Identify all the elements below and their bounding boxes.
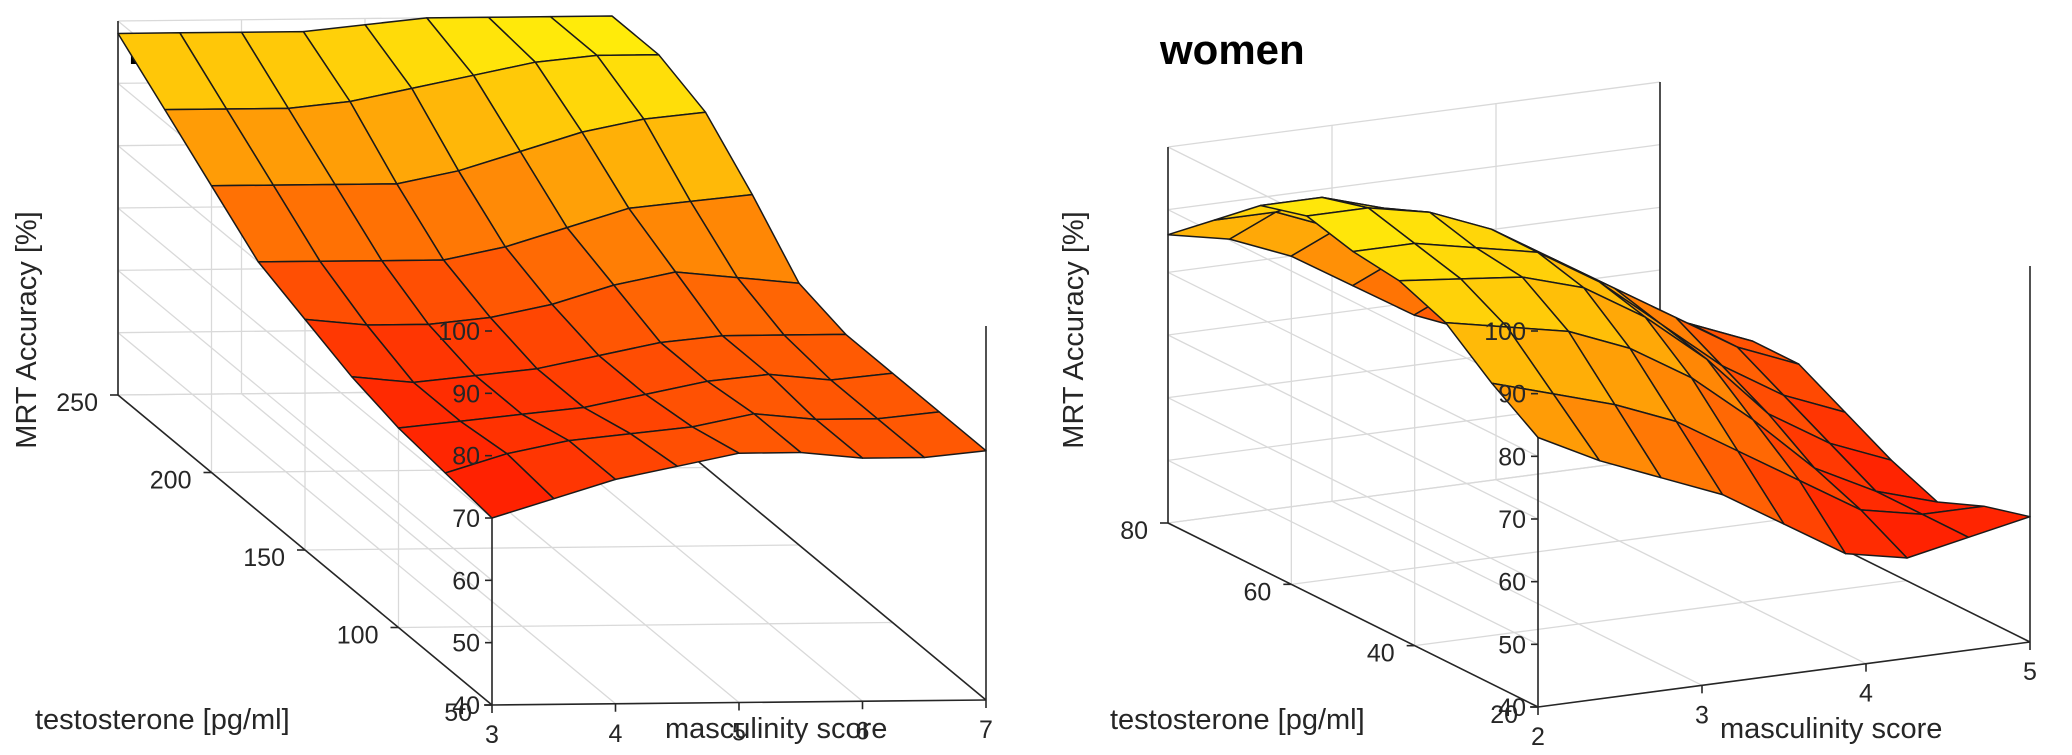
women-surface-cell-0-0	[1491, 382, 1601, 462]
men-z-tick-100: 100	[438, 318, 480, 346]
men-z-tick-40: 40	[452, 692, 480, 720]
men-y-tick-50: 50	[444, 699, 472, 727]
women-z-tick-80: 80	[1498, 443, 1526, 471]
men-z-tick-80: 80	[452, 443, 480, 471]
women-axis-edge	[1537, 641, 2031, 708]
men-x-tick-6: 6	[856, 717, 870, 745]
men-y-tick-100: 100	[337, 622, 379, 650]
women-title: women	[1159, 26, 1305, 73]
women-y-tick-20: 20	[1490, 701, 1518, 729]
women-x-tick-2: 2	[1531, 723, 1545, 750]
women-grid-z-back	[1167, 81, 1661, 148]
men-z-tick-60: 60	[452, 567, 480, 595]
women-surface	[1167, 196, 2031, 559]
men-z-tick-70: 70	[452, 505, 480, 533]
men-surface	[117, 15, 987, 519]
women-grid-y-floor	[1414, 580, 1907, 647]
women-axis-edge	[1167, 522, 1539, 708]
men-z-tick-50: 50	[452, 630, 480, 658]
women-grid-z-back	[1167, 144, 1661, 211]
men-panel: men testosterone [pg/ml] masculinity sco…	[11, 15, 993, 749]
men-x-tick-3: 3	[485, 721, 499, 749]
women-x-tick-4: 4	[1859, 680, 1873, 708]
men-x-tick-7: 7	[979, 716, 993, 744]
men-masculinity-axis-label: masculinity score	[665, 713, 887, 745]
men-y-tick-150: 150	[243, 544, 285, 572]
men-testosterone-axis-label: testosterone [pg/ml]	[35, 704, 290, 736]
women-accuracy-axis-label: MRT Accuracy [%]	[1058, 211, 1090, 448]
women-grid-z-left	[1167, 271, 1539, 457]
men-z-tick-90: 90	[452, 380, 480, 408]
men-x-tick-4: 4	[609, 720, 623, 748]
women-grid-z-left	[1167, 459, 1539, 645]
women-x-tick-3: 3	[1695, 701, 1709, 729]
women-z-tick-90: 90	[1498, 381, 1526, 409]
women-z-tick-50: 50	[1498, 631, 1526, 659]
men-surface-cell-0-0	[444, 452, 555, 519]
women-grid-x-floor	[1331, 500, 1703, 686]
women-panel: women testosterone [pg/ml] masculinity s…	[1058, 26, 2037, 751]
women-y-tick-80: 80	[1120, 517, 1148, 545]
men-x-tick-5: 5	[732, 719, 746, 747]
women-z-tick-40: 40	[1498, 694, 1526, 722]
women-masculinity-axis-label: masculinity score	[1720, 713, 1942, 745]
women-y-tick-40: 40	[1367, 640, 1395, 668]
women-grid-z-left	[1167, 397, 1539, 583]
women-x-tick-5: 5	[2023, 658, 2037, 686]
women-z-tick-60: 60	[1498, 569, 1526, 597]
men-grid-x-floor	[241, 393, 616, 705]
women-grid-y-floor	[1167, 457, 1661, 524]
men-y-tick-250: 250	[56, 389, 98, 417]
women-z-tick-100: 100	[1484, 318, 1526, 346]
men-y-tick-200: 200	[150, 467, 192, 495]
women-z-tick-70: 70	[1498, 506, 1526, 534]
women-testosterone-axis-label: testosterone [pg/ml]	[1110, 704, 1365, 736]
women-y-tick-60: 60	[1244, 578, 1272, 606]
women-grid-z-left	[1167, 334, 1539, 520]
men-accuracy-axis-label: MRT Accuracy [%]	[11, 211, 43, 448]
women-grid-x-floor	[1495, 479, 1867, 665]
